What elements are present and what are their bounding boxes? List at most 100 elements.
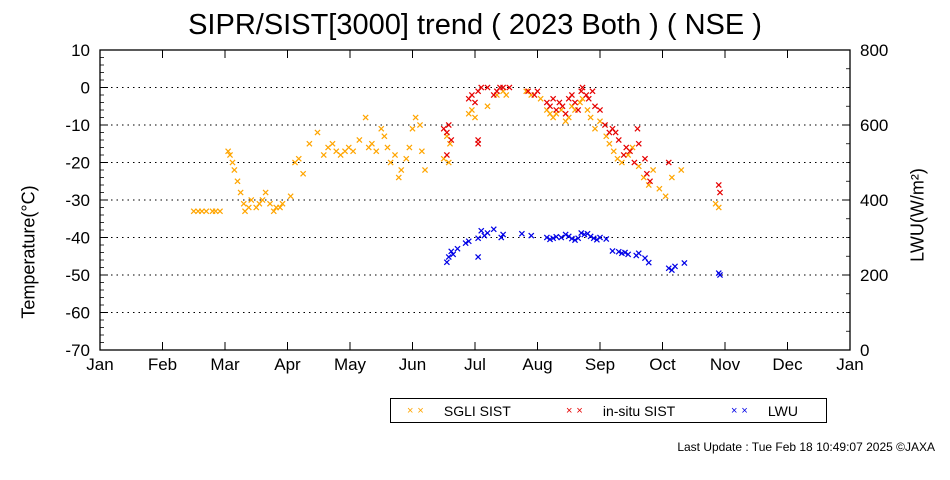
legend: ×× SGLI SIST ×× in-situ SIST ×× LWU (390, 398, 827, 423)
data-point-in-situ-sist (562, 110, 569, 117)
data-point-sgli-sist (523, 88, 530, 95)
data-point-sgli-sist (645, 181, 652, 189)
y-tick-label-left: -30 (65, 191, 90, 210)
data-point-sgli-sist (656, 185, 663, 192)
data-point-in-situ-sist (559, 103, 566, 110)
data-point-sgli-sist (295, 155, 302, 162)
data-point-in-situ-sist (715, 181, 722, 189)
data-point-lwu (550, 235, 557, 242)
data-point-sgli-sist (418, 148, 425, 155)
data-point-sgli-sist (625, 151, 632, 159)
legend-item-lwu: ×× LWU (731, 401, 798, 421)
data-point-sgli-sist (715, 204, 722, 211)
data-point-lwu (603, 235, 610, 243)
data-point-sgli-sist (362, 114, 369, 121)
data-point-sgli-sist (662, 193, 669, 200)
data-point-sgli-sist (416, 121, 424, 129)
data-point-lwu (593, 236, 600, 243)
data-point-lwu (621, 249, 629, 256)
data-point-sgli-sist (421, 166, 429, 174)
x-tick-label: May (334, 355, 367, 374)
data-point-lwu (543, 234, 550, 241)
data-point-in-situ-sist (589, 88, 596, 95)
data-point-lwu (590, 235, 597, 242)
data-point-lwu (454, 245, 461, 252)
data-point-in-situ-sist (591, 103, 599, 110)
data-point-sgli-sist (320, 151, 327, 159)
legend-item-sgli: ×× SGLI SIST (407, 401, 511, 421)
data-point-in-situ-sist (626, 148, 634, 155)
legend-marker-insitu: ×× (566, 405, 587, 417)
x-tick-label: Jan (86, 355, 113, 374)
data-point-in-situ-sist (550, 95, 557, 102)
data-point-sgli-sist (356, 136, 363, 144)
data-point-sgli-sist (387, 159, 394, 166)
data-point-in-situ-sist (475, 136, 482, 144)
y-tick-label-right: 800 (860, 41, 888, 60)
y-tick-label-left: -70 (65, 341, 90, 360)
data-point-lwu (443, 259, 450, 266)
data-point-lwu (575, 235, 582, 242)
data-point-sgli-sist (445, 159, 452, 166)
data-point-in-situ-sist (578, 88, 585, 95)
data-point-lwu (498, 234, 505, 241)
y-tick-label-right: 600 (860, 116, 888, 135)
data-point-sgli-sist (403, 155, 410, 162)
data-point-sgli-sist (650, 166, 657, 174)
data-point-sgli-sist (216, 208, 224, 215)
data-point-sgli-sist (468, 106, 475, 114)
data-point-sgli-sist (279, 200, 286, 207)
data-point-lwu (490, 226, 497, 233)
x-tick-label: Nov (710, 355, 741, 374)
data-point-in-situ-sist (443, 129, 450, 136)
data-point-sgli-sist (314, 129, 321, 136)
data-point-sgli-sist (668, 174, 675, 181)
legend-label-lwu: LWU (767, 403, 798, 419)
data-point-lwu (450, 251, 457, 258)
y-tick-label-right: 200 (860, 266, 888, 285)
data-point-in-situ-sist (471, 99, 479, 106)
data-point-in-situ-sist (445, 121, 452, 129)
data-point-lwu (596, 234, 604, 241)
data-point-lwu (558, 234, 565, 241)
data-point-sgli-sist (306, 140, 313, 147)
footer-update-text: Last Update : Tue Feb 18 10:49:07 2025 ©… (677, 440, 935, 454)
data-point-in-situ-sist (585, 95, 592, 102)
data-point-sgli-sist (190, 208, 197, 215)
legend-marker-lwu: ×× (731, 405, 752, 417)
data-point-sgli-sist (229, 159, 236, 166)
data-point-in-situ-sist (635, 140, 642, 147)
data-point-in-situ-sist (568, 91, 575, 99)
data-point-sgli-sist (678, 166, 685, 174)
data-point-lwu (568, 235, 575, 242)
data-point-lwu (462, 240, 469, 247)
data-point-in-situ-sist (484, 84, 491, 91)
data-point-lwu (445, 253, 452, 261)
x-tick-label: Feb (148, 355, 177, 374)
x-tick-label: Aug (522, 355, 552, 374)
chart-title: SIPR/SIST[3000] trend ( 2023 Both ) ( NS… (188, 9, 762, 41)
y-tick-label-left: 10 (71, 41, 90, 60)
legend-marker-sgli: ×× (407, 405, 428, 417)
data-point-lwu (625, 251, 632, 258)
data-point-sgli-sist (471, 114, 479, 121)
data-point-lwu (465, 238, 472, 245)
data-point-in-situ-sist (716, 189, 724, 196)
data-point-lwu (587, 233, 594, 240)
data-point-sgli-sist (329, 140, 336, 147)
data-point-sgli-sist (212, 208, 219, 215)
data-point-sgli-sist (237, 189, 244, 196)
data-point-in-situ-sist (478, 84, 485, 91)
x-tick-label: Sep (585, 355, 615, 374)
data-point-sgli-sist (378, 125, 385, 132)
data-point-in-situ-sist (571, 99, 579, 106)
data-point-lwu (478, 227, 485, 234)
data-point-sgli-sist (591, 125, 599, 132)
data-point-sgli-sist (231, 166, 238, 174)
data-point-lwu (716, 271, 724, 279)
data-point-in-situ-sist (665, 159, 672, 166)
y-tick-label-right: 0 (860, 341, 869, 360)
data-point-sgli-sist (368, 140, 375, 147)
data-point-sgli-sist (503, 91, 510, 99)
data-point-sgli-sist (240, 200, 247, 207)
